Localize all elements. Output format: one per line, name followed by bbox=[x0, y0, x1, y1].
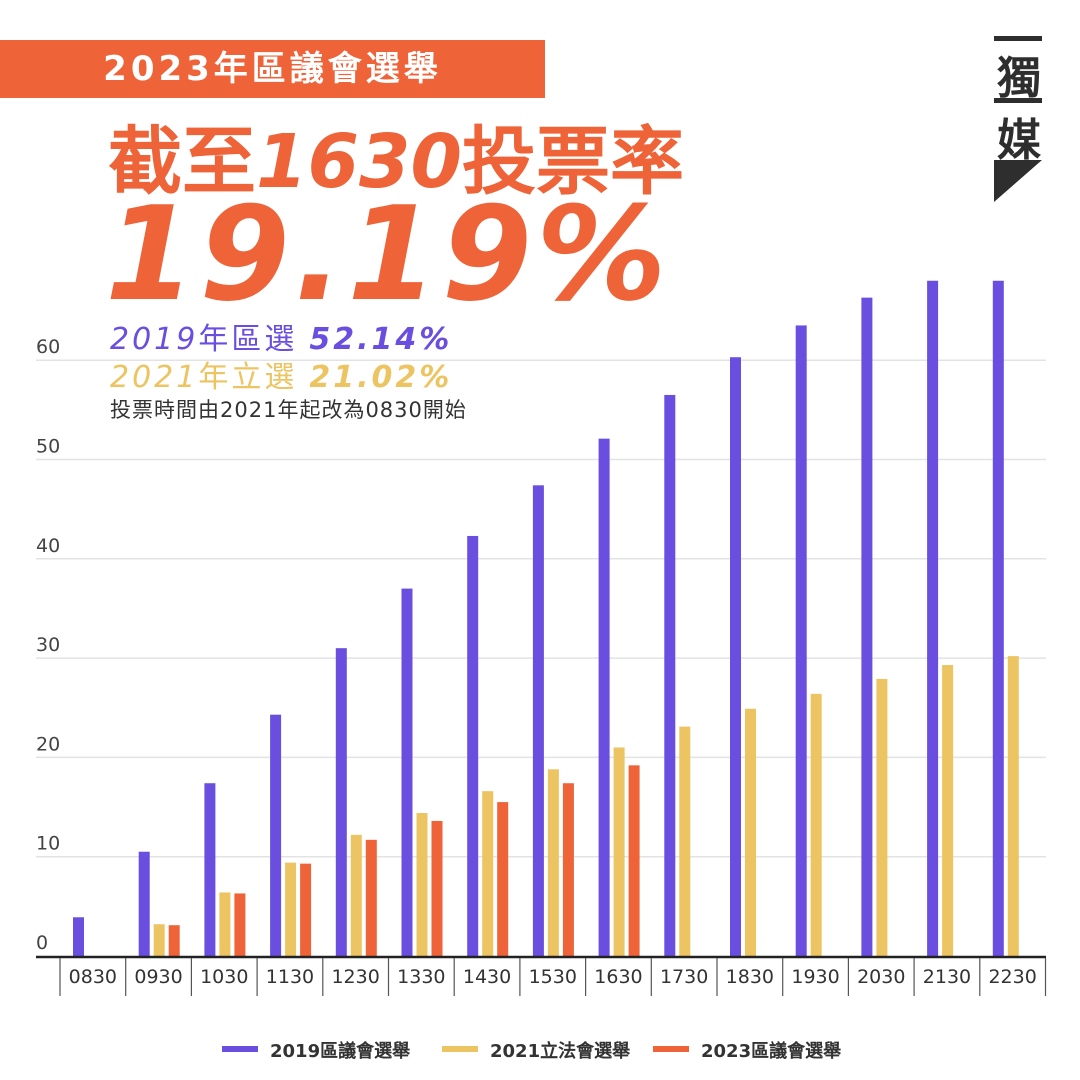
bar-0930-0 bbox=[138, 851, 150, 956]
title-banner: 2023年區議會選舉 bbox=[0, 40, 545, 98]
bar-1130-2 bbox=[300, 863, 312, 956]
headline-suffix: 投票率 bbox=[461, 119, 684, 205]
logo-arrow-icon bbox=[994, 160, 1042, 202]
x-tick-label: 0830 bbox=[69, 966, 117, 988]
bar-1130-0 bbox=[270, 714, 282, 956]
headline: 截至1630投票率 bbox=[108, 102, 684, 209]
logo: 獨 媒 bbox=[994, 36, 1044, 204]
x-tick-label: 1630 bbox=[594, 966, 642, 988]
comparison-2021-year: 2021 bbox=[110, 360, 199, 395]
legend: 2019區議會選舉 2021立法會選舉 2023區議會選舉 bbox=[222, 1040, 842, 1062]
bar-0830-0 bbox=[73, 917, 84, 956]
bar-1630-0 bbox=[598, 438, 610, 957]
y-tick-label: 20 bbox=[36, 733, 60, 755]
bar-1630-1 bbox=[613, 747, 625, 956]
x-tick-label: 1230 bbox=[331, 966, 379, 988]
bar-1230-1 bbox=[350, 834, 362, 956]
bar-1530-1 bbox=[547, 769, 559, 956]
y-tick-label: 30 bbox=[36, 634, 60, 656]
bar-1430-2 bbox=[497, 802, 509, 956]
bar-1030-1 bbox=[219, 892, 231, 956]
x-axis: 0830 0930 1030 1130 1230 1330 1430 1530 1630 1730… bbox=[36, 955, 1047, 996]
bar-1730-1 bbox=[679, 726, 691, 956]
comparison-2021-value: 21.02% bbox=[309, 360, 453, 395]
x-tick-label: 0930 bbox=[134, 966, 182, 988]
bar-1430-1 bbox=[482, 791, 494, 956]
bar-2030-0 bbox=[861, 297, 873, 956]
bar-2230-1 bbox=[1007, 656, 1019, 956]
banner-title: 2023年區議會選舉 bbox=[103, 49, 442, 89]
legend-label-1: 2021立法會選舉 bbox=[490, 1040, 631, 1062]
bar-2130-1 bbox=[942, 665, 954, 956]
x-tick-label: 2230 bbox=[988, 966, 1036, 988]
bar-1830-0 bbox=[730, 357, 741, 956]
headline-prefix: 截至 bbox=[108, 119, 256, 205]
comparison-2021: 2021年立選 21.02% bbox=[110, 352, 452, 396]
y-tick-label: 40 bbox=[36, 535, 60, 557]
x-tick-label: 1430 bbox=[463, 966, 511, 988]
x-tick-label: 1530 bbox=[529, 966, 577, 988]
bar-1930-0 bbox=[795, 325, 807, 956]
y-axis-ticks: 0 10 20 30 40 50 60 bbox=[36, 336, 60, 954]
bar-1730-0 bbox=[664, 394, 676, 957]
x-tick-label: 1130 bbox=[266, 966, 314, 988]
legend-swatch-2 bbox=[653, 1046, 689, 1052]
comparison-2019: 2019年區選 52.14% bbox=[110, 314, 452, 358]
y-tick-label: 60 bbox=[36, 336, 60, 358]
bar-2230-0 bbox=[992, 280, 1004, 956]
comparison-2019-value: 52.14% bbox=[309, 322, 453, 357]
comparison-2019-year: 2019 bbox=[110, 322, 199, 357]
turnout-rate: 19.19% bbox=[105, 178, 671, 330]
x-tick-label: 1930 bbox=[791, 966, 839, 988]
comparison-2019-label: 年區選 bbox=[198, 322, 298, 357]
y-tick-label: 0 bbox=[36, 932, 48, 954]
legend-label-2: 2023區議會選舉 bbox=[701, 1040, 842, 1062]
bar-1130-1 bbox=[285, 862, 297, 956]
legend-swatch-0 bbox=[222, 1046, 258, 1052]
bar-1930-1 bbox=[810, 693, 822, 956]
y-tick-label: 10 bbox=[36, 833, 60, 855]
bar-1030-2 bbox=[234, 893, 246, 956]
bar-1630-2 bbox=[628, 765, 640, 956]
bar-1030-0 bbox=[204, 783, 216, 956]
bar-1530-2 bbox=[562, 783, 574, 956]
x-tick-label: 1730 bbox=[660, 966, 708, 988]
x-tick-label: 2130 bbox=[923, 966, 971, 988]
x-tick-label: 1330 bbox=[397, 966, 445, 988]
logo-char-1: 獨 bbox=[997, 53, 1041, 104]
bar-1330-1 bbox=[416, 813, 428, 956]
x-tick-label: 1030 bbox=[200, 966, 248, 988]
bar-1530-0 bbox=[532, 485, 544, 956]
bar-2030-1 bbox=[876, 678, 888, 956]
bar-0930-2 bbox=[168, 925, 180, 956]
bar-1330-0 bbox=[401, 588, 413, 956]
bar-1230-0 bbox=[335, 648, 347, 956]
logo-bar-top bbox=[994, 36, 1042, 41]
logo-char-2: 媒 bbox=[997, 115, 1041, 166]
voting-time-note: 投票時間由2021年起改為0830開始 bbox=[110, 398, 467, 422]
y-tick-label: 50 bbox=[36, 436, 60, 458]
x-tick-label: 2030 bbox=[857, 966, 905, 988]
legend-swatch-1 bbox=[442, 1046, 478, 1052]
bar-1330-2 bbox=[431, 820, 443, 956]
logo-bar-mid bbox=[994, 98, 1042, 103]
bar-1830-1 bbox=[745, 708, 756, 956]
bar-0930-1 bbox=[153, 924, 165, 956]
comparison-2021-label: 年立選 bbox=[198, 360, 298, 395]
bar-2130-0 bbox=[927, 280, 939, 956]
bars bbox=[73, 280, 1019, 957]
legend-label-0: 2019區議會選舉 bbox=[270, 1040, 411, 1062]
headline-time: 1630 bbox=[256, 119, 462, 205]
bar-1230-2 bbox=[365, 839, 377, 956]
x-tick-label: 1830 bbox=[726, 966, 774, 988]
bar-1430-0 bbox=[467, 535, 479, 956]
